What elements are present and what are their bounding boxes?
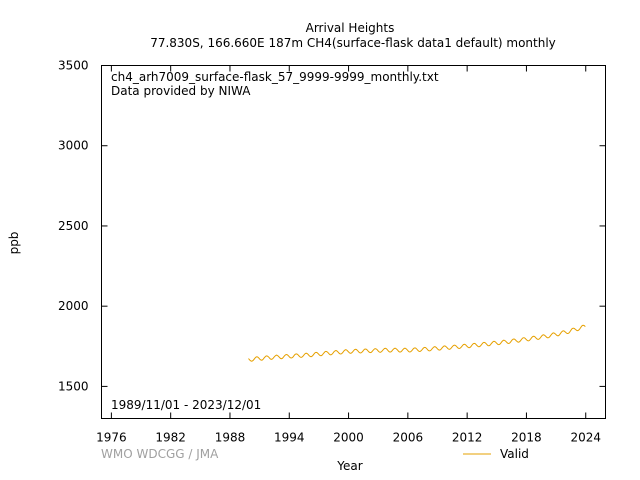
x-tick-label: 2012 <box>452 431 483 445</box>
y-tick-label: 2000 <box>58 299 89 313</box>
y-tick-label: 3000 <box>58 139 89 153</box>
x-tick-label: 1982 <box>155 431 186 445</box>
chart-subtitle: 77.830S, 166.660E 187m CH4(surface-flask… <box>150 36 556 50</box>
y-tick-label: 1500 <box>58 379 89 393</box>
x-axis-label: Year <box>336 459 362 473</box>
date-range-label: 1989/11/01 - 2023/12/01 <box>111 398 261 412</box>
y-axis-label: ppb <box>7 232 21 255</box>
x-tick-label: 1994 <box>274 431 305 445</box>
chart-title: Arrival Heights <box>306 21 395 35</box>
y-axis: 1500 2000 2500 3000 3500 <box>58 59 606 393</box>
x-tick-label: 1988 <box>215 431 246 445</box>
x-tick-label: 2006 <box>393 431 424 445</box>
provider-label: Data provided by NIWA <box>111 84 251 98</box>
x-axis: 1976 1982 1988 1994 2000 2006 2012 2018 2024 <box>96 65 601 445</box>
x-tick-label: 2018 <box>511 431 542 445</box>
series-valid-line <box>248 324 586 362</box>
legend-label-valid: Valid <box>500 447 529 461</box>
y-tick-label: 3500 <box>58 59 89 73</box>
file-label: ch4_arh7009_surface-flask_57_9999-9999_m… <box>111 70 439 84</box>
x-tick-label: 1976 <box>96 431 127 445</box>
plot-frame <box>101 65 606 419</box>
x-tick-label: 2000 <box>333 431 364 445</box>
x-tick-label: 2024 <box>570 431 601 445</box>
y-tick-label: 2500 <box>58 219 89 233</box>
credit-label: WMO WDCGG / JMA <box>101 447 219 461</box>
